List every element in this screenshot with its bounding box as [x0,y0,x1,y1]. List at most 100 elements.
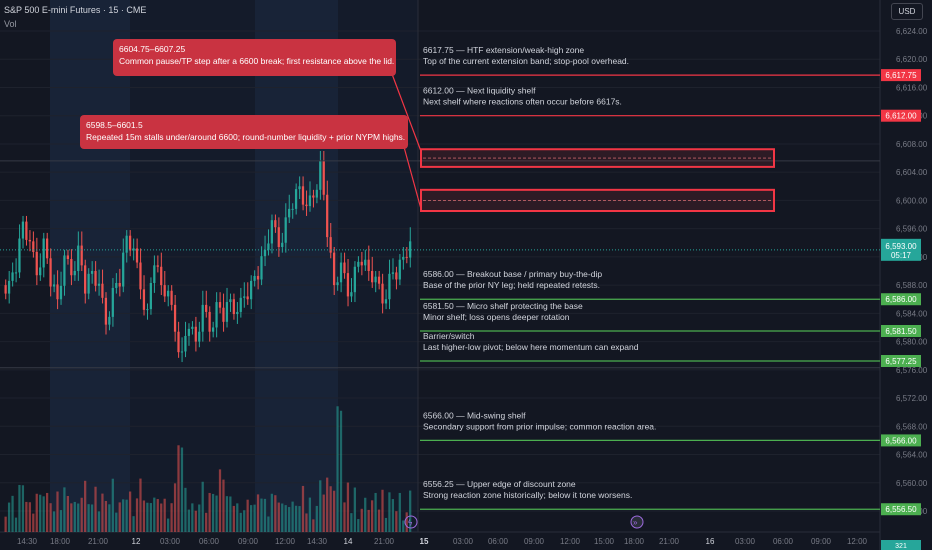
volume-bar [402,520,405,532]
candle-body [111,287,114,317]
candle-body [115,283,118,288]
candle-body [14,272,18,274]
volume-bar [146,502,149,532]
candle-body [59,285,63,300]
candle-body [336,282,339,286]
volume-bar [149,503,152,532]
candle-body [246,296,249,300]
candle-body [225,302,229,322]
support-price-tag-label: 6,566.00 [885,436,917,445]
volume-bar [153,497,156,532]
session-shade-1 [255,0,338,532]
y-tick-label: 6,604.00 [896,168,928,177]
currency-button[interactable]: USD [891,3,923,20]
candle-body [215,302,218,328]
candle-body [56,284,59,300]
x-tick-label: 21:00 [374,537,395,546]
volume-bar [77,503,80,532]
candle-body [35,251,38,276]
support-price-tag [881,434,921,447]
candle-body [367,259,370,271]
candle-body [277,227,280,247]
volume-value-tag [881,540,921,550]
volume-bar [111,478,114,532]
resistance-level-desc: Next shelf where reactions often occur b… [423,97,622,107]
candle-body [281,242,284,247]
candle-body [177,331,180,353]
candle-body [260,256,263,280]
volume-value: 321 [895,543,907,550]
x-tick-label: 12:00 [275,537,296,546]
symbol-title[interactable]: S&P 500 E-mini Futures · 15 · CME [4,5,147,15]
x-tick-label: 16 [706,537,715,546]
volume-bar [343,502,346,532]
volume-bar [339,410,343,532]
candle-body [32,241,35,252]
candle-body [11,272,14,281]
support-level-desc: Minor shelf; loss opens deeper rotation [423,312,570,322]
volume-bar [277,502,280,532]
candle-body [346,273,350,297]
volume-bar [319,480,322,532]
candle-body [357,261,360,267]
support-level-title: 6581.50 — Micro shelf protecting the bas… [423,301,583,311]
volume-bar [63,487,66,532]
resistance-price-tag [881,109,921,122]
volume-bar [312,519,315,532]
candle-body [205,304,208,312]
candle-body [201,304,204,332]
support-level-desc: Secondary support from prior impulse; co… [423,421,656,431]
volume-bar [249,505,253,532]
volume-bar [409,490,412,532]
volume-bar [167,518,170,532]
volume-bar [346,482,350,532]
volume-bar [156,499,159,532]
candle-body [326,194,329,238]
candle-body [194,326,197,342]
volume-bar [25,501,28,532]
volume-bar [308,497,312,532]
volume-bar [198,504,201,532]
candle-body [211,327,215,332]
candle-body [167,290,170,297]
volume-bar [239,512,242,532]
candle-body [28,239,31,242]
candle-body [236,311,239,315]
x-tick-label: 15 [420,537,429,546]
volume-bar [35,493,38,532]
x-tick-label: 12 [132,537,141,546]
volume-bar [28,502,31,532]
candle-body [395,272,398,280]
candle-body [118,283,121,287]
candle-body [184,335,187,352]
volume-bar [39,494,42,532]
volume-bar [281,503,284,532]
y-tick-label: 6,588.00 [896,281,928,290]
volume-bar [104,500,108,532]
volume-bar [80,497,83,532]
candle-body [208,311,211,332]
support-price-tag-label: 6,581.50 [885,327,917,336]
volume-bar [11,495,14,532]
candle-body [160,266,163,286]
volume-bar [232,505,235,532]
x-tick-label: 15:00 [594,537,615,546]
volume-bar [45,492,49,532]
volume-bar [135,498,139,532]
volume-bar [294,505,298,532]
volume-bar [122,499,125,532]
candle-body [377,276,381,284]
candle-body [319,160,322,190]
x-tick-label: 14 [344,537,353,546]
candle-body [371,271,374,283]
volume-bar [118,502,121,532]
volume-indicator-label[interactable]: Vol [4,19,17,29]
volume-bar [384,517,388,532]
session-shade-0 [50,0,130,532]
support-price-tag-label: 6,586.00 [885,295,917,304]
candle-body [294,189,298,209]
volume-bar [315,505,318,532]
volume-bar [52,511,56,532]
callout-connector [403,146,422,210]
